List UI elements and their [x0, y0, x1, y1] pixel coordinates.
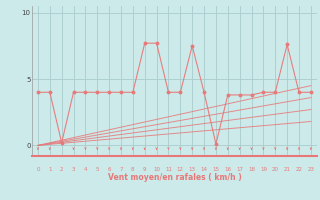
- X-axis label: Vent moyen/en rafales ( km/h ): Vent moyen/en rafales ( km/h ): [108, 174, 241, 182]
